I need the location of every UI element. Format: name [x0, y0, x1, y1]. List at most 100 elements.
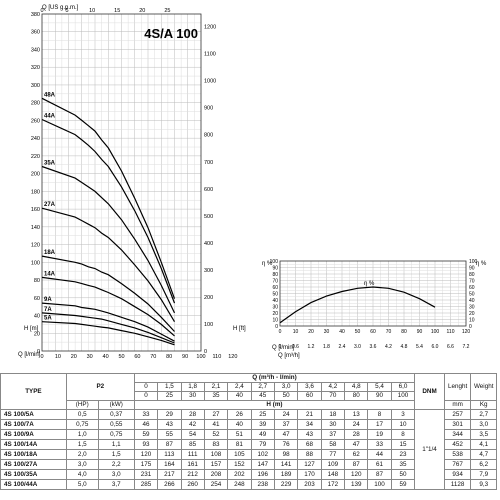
y-tick-label: 380: [31, 12, 40, 18]
right-tick-label: 400: [204, 241, 213, 247]
q-m3h-cell: 1,5: [157, 382, 182, 392]
head-cell: 21: [297, 409, 322, 420]
q-lmin-cell: 35: [203, 391, 229, 401]
head-cell: 98: [273, 449, 299, 460]
head-cell: 100: [367, 479, 392, 490]
eff-y-tick-label: 100: [270, 259, 279, 265]
head-cell: 61: [367, 459, 392, 470]
hp-cell: 0,75: [65, 419, 99, 430]
length-cell: 934: [443, 469, 472, 480]
eff-y-tick-label-right: 0: [469, 324, 472, 330]
hp-header: (HP): [65, 400, 99, 410]
kw-cell: 3,7: [97, 479, 135, 490]
head-cell: 196: [250, 469, 275, 480]
x-tick-label: 70: [150, 354, 156, 360]
head-cell: 39: [250, 419, 275, 430]
eff-m3h-tick-label: 5.4: [416, 344, 423, 350]
right-tick-label: 600: [204, 187, 213, 193]
top-tick-label: 20: [139, 8, 145, 14]
lenght-header: Lenght: [443, 373, 472, 401]
eff-y-tick-label-right: 100: [469, 259, 478, 265]
head-cell: 175: [133, 459, 159, 470]
x-tick-label: 100: [196, 354, 205, 360]
curve-label-44A: 44A: [44, 114, 56, 120]
head-cell: 42: [180, 419, 205, 430]
hp-cell: 4,0: [65, 469, 99, 480]
head-cell: 33: [133, 409, 159, 420]
curve-35A: [41, 165, 176, 314]
eff-lmin-tick-label: 0: [279, 329, 282, 335]
type-cell: 4S 100/35A: [0, 469, 67, 480]
right-axis-label: H [ft]: [233, 326, 246, 332]
curve-label-27A: 27A: [44, 202, 56, 208]
curve-7A: [41, 312, 175, 344]
head-cell: 17: [367, 419, 392, 430]
y-tick-label: 220: [31, 154, 40, 160]
head-cell: 111: [180, 449, 205, 460]
x-tick-label: 10: [55, 354, 61, 360]
type-cell: 4S 100/18A: [0, 449, 67, 460]
head-cell: 25: [250, 409, 275, 420]
eff-y-tick-label: 50: [272, 292, 278, 298]
table-row: 4S 100/44A 5,0 3,7 285 266 260 254 248 238 229 203…: [0, 479, 497, 490]
eff-left-axis-label: η %: [262, 261, 273, 267]
eff-lmin-tick-label: 120: [462, 329, 471, 335]
head-cell: 127: [297, 459, 322, 470]
head-cell: 49: [250, 429, 275, 440]
q-m3h-cell: 2,1: [203, 382, 229, 392]
eff-m3h-tick-label: 0.6: [292, 344, 299, 350]
q-m3h-cell: 4,8: [344, 382, 369, 392]
main-curve-labels: 48A 44A 35A 27A 18A 14A 9A 7A 5A: [44, 92, 56, 321]
right-tick-label: 1200: [204, 25, 216, 31]
x-tick-label: 40: [103, 354, 109, 360]
right-tick-label: 0: [204, 349, 207, 355]
eff-y-tick-label-right: 90: [469, 266, 475, 272]
type-cell: 4S 100/9A: [0, 429, 67, 440]
head-curves-chart: 0 10 20 30 40 50 60 70 80 90 100 110 120020406080100…: [18, 5, 246, 360]
head-cell: 87: [157, 439, 182, 450]
y-tick-label: 60: [34, 296, 40, 302]
eff-lmin-tick-label: 70: [386, 329, 392, 335]
head-cell: 139: [344, 479, 369, 490]
head-cell: 217: [157, 469, 182, 480]
head-cell: 113: [157, 449, 182, 460]
head-cell: 29: [157, 409, 182, 420]
head-cell: 43: [157, 419, 182, 430]
type-cell: 4S 100/7A: [0, 419, 67, 430]
eff-m3h-tick-label: 6.0: [432, 344, 439, 350]
y-tick-label: 120: [31, 243, 40, 249]
curve-48A: [41, 97, 176, 299]
eff-y-tick-label-right: 10: [469, 318, 475, 324]
head-cell: 23: [390, 449, 416, 460]
kw-cell: 0,75: [97, 429, 135, 440]
length-cell: 301: [443, 419, 472, 430]
right-tick-label: 1000: [204, 79, 216, 85]
head-cell: 120: [344, 469, 369, 480]
q-m3h-cell: 3,0: [273, 382, 299, 392]
eff-lmin-tick-label: 20: [308, 329, 314, 335]
hp-cell: 1,0: [65, 429, 99, 440]
head-cell: 47: [273, 429, 299, 440]
head-cell: 51: [227, 429, 252, 440]
right-tick-label: 900: [204, 106, 213, 112]
q-m3h-cell: 2,4: [227, 382, 252, 392]
main-curves: [41, 97, 176, 346]
table-row: 4S 100/18A 2,0 1,5 120 113 111 108 105 102 98 88 77…: [0, 449, 497, 460]
eff-y-tick-label-right: 60: [469, 285, 475, 291]
top-tick-label: 5: [66, 8, 69, 14]
x-tick-label: 20: [71, 354, 77, 360]
head-cell: 47: [344, 439, 369, 450]
q-lmin-cell: 30: [180, 391, 205, 401]
type-cell: 4S 100/44A: [0, 479, 67, 490]
curve-27A: [41, 207, 176, 323]
length-cell: 344: [443, 429, 472, 440]
top-tick-label: 25: [164, 8, 170, 14]
eff-y-tick-label-right: 40: [469, 298, 475, 304]
eff-m3h-tick-label: 3.0: [354, 344, 361, 350]
head-cell: 147: [250, 459, 275, 470]
eff-curve-label: η %: [364, 281, 375, 287]
head-cell: 46: [133, 419, 159, 430]
curve-label-18A: 18A: [44, 250, 56, 256]
y-tick-label: 20: [34, 331, 40, 337]
